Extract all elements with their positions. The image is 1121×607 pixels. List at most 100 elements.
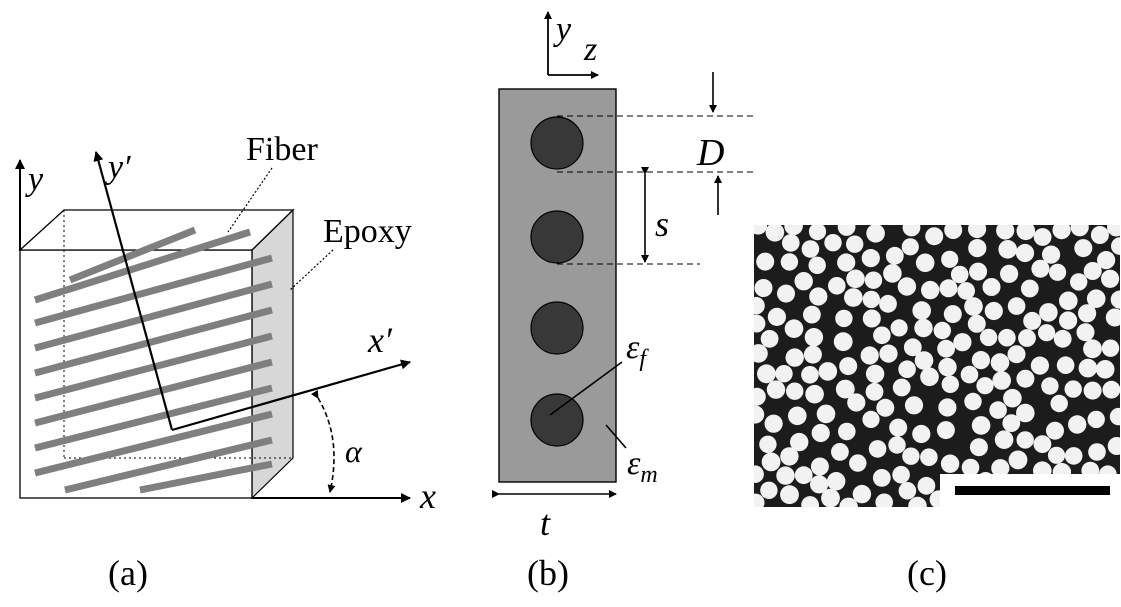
micrograph-fiber: [1086, 289, 1106, 309]
micrograph-fiber: [776, 466, 795, 485]
micrograph-fiber: [1107, 225, 1120, 237]
diameter-label: D: [696, 132, 724, 174]
micrograph-fiber: [872, 469, 891, 487]
micrograph-fiber: [921, 280, 940, 300]
micrograph-fiber: [938, 398, 957, 417]
micrograph-fiber: [803, 345, 822, 364]
micrograph-fiber: [846, 235, 864, 253]
micrograph-fiber: [1023, 311, 1042, 330]
micrograph-fiber: [810, 475, 829, 494]
micrograph-fiber: [1030, 356, 1049, 375]
micrograph-fiber: [964, 392, 982, 411]
micrograph-fiber: [754, 405, 765, 424]
micrograph-fiber: [818, 362, 838, 381]
micrograph-fiber: [1110, 290, 1120, 309]
micrograph-fiber: [873, 326, 891, 345]
micrograph-fiber: [860, 346, 879, 365]
micrograph-fiber: [1041, 377, 1059, 395]
micrograph-fiber: [777, 284, 795, 303]
micrograph-fiber: [1003, 388, 1022, 408]
micrograph-fiber: [775, 365, 793, 383]
fiber-rod: [68, 226, 197, 284]
micrograph-fiber: [849, 454, 867, 472]
micrograph-fiber: [914, 318, 933, 338]
micrograph-fiber: [862, 290, 880, 309]
micrograph-fiber: [991, 459, 1010, 478]
micrograph-fiber: [1083, 339, 1102, 359]
micrograph-fiber: [933, 321, 951, 340]
micrograph-fiber: [967, 314, 986, 333]
micrograph-fiber: [801, 366, 819, 384]
micrograph-fiber: [1101, 339, 1120, 357]
micrograph-fiber: [1109, 407, 1120, 426]
micrograph-fiber: [892, 378, 911, 397]
micrograph-fiber: [831, 443, 849, 461]
micrograph-fiber: [1107, 437, 1120, 455]
micrograph-fiber: [937, 339, 955, 358]
micrograph-fiber: [862, 309, 881, 328]
micrograph-fiber: [1064, 380, 1082, 398]
micrograph-fiber: [1101, 269, 1120, 288]
micrograph-fiber: [780, 253, 799, 271]
micrograph-fiber: [941, 250, 959, 268]
micrograph-fiber: [760, 481, 778, 499]
micrograph-fiber: [865, 364, 885, 384]
micrograph-fiber: [754, 465, 764, 483]
micrograph-fiber: [780, 447, 799, 466]
micrograph-fiber: [765, 225, 785, 242]
fiber-cross-section: [530, 301, 584, 355]
micrograph-fiber: [754, 387, 766, 406]
micrograph-fiber: [760, 329, 779, 348]
micrograph-fiber: [994, 430, 1014, 450]
micrograph-fiber: [868, 440, 887, 458]
micrograph-fiber: [844, 288, 863, 307]
micrograph-fiber: [1016, 225, 1036, 241]
micrograph-fiber: [864, 271, 883, 289]
fiber-cross-section: [530, 393, 584, 447]
micrograph-fiber: [957, 282, 975, 300]
micrograph-fiber: [839, 357, 858, 376]
micrograph-fiber: [925, 227, 944, 246]
micrograph-fiber: [1002, 414, 1021, 432]
micrograph-fiber: [998, 240, 1017, 259]
micrograph-fiber: [809, 287, 828, 306]
micrograph-fiber: [827, 472, 846, 491]
micrograph-fiber: [902, 225, 921, 237]
micrograph-fiber: [879, 294, 897, 313]
micrograph-fiber: [794, 272, 813, 291]
panel-c-caption: (c): [907, 553, 947, 593]
micrograph-fiber: [1059, 291, 1078, 311]
micrograph-fiber: [1102, 380, 1120, 399]
micrograph-fiber: [971, 351, 991, 370]
micrograph-fiber: [835, 309, 853, 328]
micrograph-fiber: [1016, 369, 1035, 388]
micrograph-fiber: [788, 406, 807, 426]
micrograph-fiber: [943, 305, 962, 324]
micrograph-fiber: [950, 265, 969, 284]
micrograph-fiber: [852, 484, 872, 504]
y-axis-label: y: [25, 161, 44, 198]
micrograph-fiber: [1033, 228, 1052, 246]
micrograph-fiber: [837, 225, 856, 236]
micrograph-fiber: [808, 225, 827, 241]
x-axis-label: x: [419, 476, 436, 516]
micrograph-fiber: [824, 234, 842, 252]
micrograph-fiber: [1095, 360, 1115, 379]
micrograph-fiber: [953, 333, 972, 352]
micrograph-fiber: [944, 225, 963, 239]
micrograph-fiber: [1097, 251, 1116, 270]
micrograph-fiber: [897, 277, 917, 296]
micrograph-fiber: [990, 353, 1010, 372]
micrograph-fiber: [784, 319, 804, 339]
micrograph-fiber: [890, 319, 908, 337]
micrograph-fiber: [759, 435, 777, 453]
micrograph-fiber: [1083, 381, 1102, 400]
micrograph-fiber: [914, 351, 934, 370]
micrograph-fiber: [754, 314, 766, 333]
micrograph-fiber: [912, 301, 931, 320]
micrograph-fiber: [1038, 324, 1056, 342]
micrograph-fiber: [908, 496, 927, 507]
micrograph-fiber: [811, 423, 830, 443]
micrograph-fiber: [786, 382, 804, 400]
